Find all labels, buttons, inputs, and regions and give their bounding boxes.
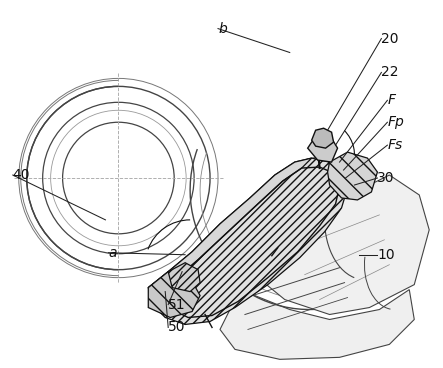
Polygon shape bbox=[220, 290, 414, 359]
Text: 30: 30 bbox=[377, 171, 395, 185]
Text: Fp: Fp bbox=[387, 115, 404, 129]
Polygon shape bbox=[148, 158, 312, 293]
Text: 20: 20 bbox=[381, 32, 399, 46]
Text: 40: 40 bbox=[13, 168, 30, 182]
Text: 22: 22 bbox=[381, 66, 399, 79]
Polygon shape bbox=[327, 152, 377, 200]
Polygon shape bbox=[168, 263, 200, 291]
Polygon shape bbox=[312, 128, 334, 148]
Polygon shape bbox=[148, 158, 347, 325]
Text: b: b bbox=[218, 22, 227, 36]
Text: F: F bbox=[387, 93, 395, 107]
Polygon shape bbox=[148, 272, 200, 318]
Polygon shape bbox=[258, 175, 429, 315]
Text: 10: 10 bbox=[377, 248, 395, 262]
Text: Fs: Fs bbox=[387, 138, 403, 152]
Polygon shape bbox=[308, 133, 338, 162]
Text: 50: 50 bbox=[168, 321, 186, 335]
Text: a: a bbox=[109, 246, 117, 260]
Text: 51: 51 bbox=[168, 298, 186, 312]
